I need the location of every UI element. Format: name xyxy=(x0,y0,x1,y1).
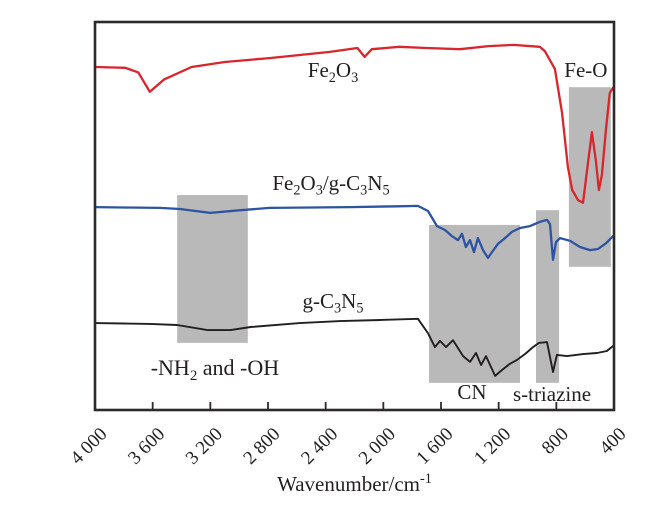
g-c3n5-label: g-C3N5 xyxy=(303,289,364,317)
x-tick-label: 400 xyxy=(596,424,631,459)
x-tick-label: 3 200 xyxy=(182,424,227,469)
fe2o3-label: Fe2O3 xyxy=(308,58,358,86)
s-triazine-label: s-triazine xyxy=(513,382,591,406)
x-tick-label: 2 000 xyxy=(355,424,400,469)
x-tick-label: 3 600 xyxy=(124,424,169,469)
spectrum-curve-g-c3n5 xyxy=(94,317,614,377)
nh2-oh-label: -NH2 and -OH xyxy=(151,355,280,384)
x-tick-label: 1 200 xyxy=(470,424,515,469)
highlight-region-nh2-oh xyxy=(177,195,248,343)
fe2o3-g-c3n5-label: Fe2O3/g-C3N5 xyxy=(272,171,389,199)
x-axis-title: Wavenumber/cm-1 xyxy=(277,471,432,496)
plot-border xyxy=(93,20,616,412)
x-tick-label: 800 xyxy=(538,424,573,459)
x-tick-label: 2 800 xyxy=(239,424,284,469)
x-tick-label: 4 000 xyxy=(66,424,111,469)
x-tick-label: 2 400 xyxy=(297,424,342,469)
cn-label: CN xyxy=(457,380,486,404)
spectrum-curve-fe2o3-g-c3n5 xyxy=(93,204,615,261)
fe-o-label: Fe-O xyxy=(564,58,607,82)
spectrum-curve-fe2o3 xyxy=(93,43,614,204)
highlight-region-fe-o xyxy=(568,87,611,267)
x-tick-label: 1 600 xyxy=(412,424,457,469)
